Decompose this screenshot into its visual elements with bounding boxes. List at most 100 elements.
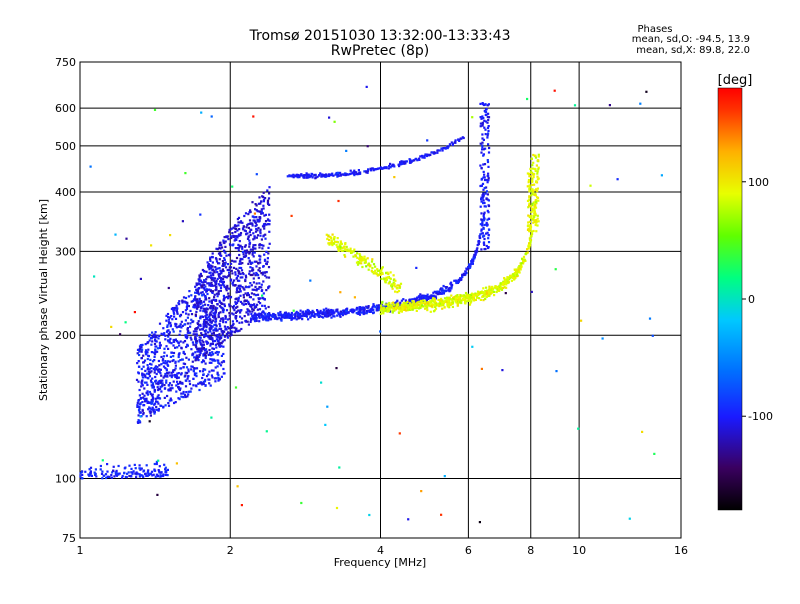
data-point (151, 360, 155, 363)
data-point (480, 167, 483, 170)
data-point (312, 311, 315, 314)
data-point (210, 307, 213, 310)
data-point (255, 319, 258, 322)
data-point (210, 416, 213, 419)
data-point (392, 308, 395, 311)
data-point (305, 310, 308, 314)
data-point (527, 179, 530, 182)
data-point (281, 314, 284, 317)
data-point (209, 258, 212, 261)
data-point (437, 292, 440, 296)
data-point (268, 203, 271, 206)
data-point (199, 315, 202, 318)
data-point (370, 260, 374, 263)
data-point (186, 303, 189, 307)
x-tick-label: 16 (674, 544, 688, 557)
data-point (485, 197, 488, 201)
data-point (152, 351, 156, 354)
data-point (168, 333, 171, 336)
data-point (379, 312, 382, 315)
data-point (389, 271, 392, 274)
data-point (167, 404, 171, 407)
data-point (206, 308, 209, 311)
data-point (101, 459, 104, 462)
data-point (222, 275, 225, 278)
data-point (177, 360, 180, 363)
data-point (208, 335, 211, 338)
data-point (256, 234, 260, 237)
data-point (263, 227, 266, 230)
data-point (163, 332, 166, 335)
data-point (252, 238, 255, 241)
data-point (163, 351, 166, 354)
data-point (201, 333, 204, 337)
data-point (398, 284, 401, 287)
data-point (154, 336, 157, 339)
data-point (214, 377, 217, 380)
data-point (167, 339, 170, 342)
data-point (426, 302, 429, 305)
data-point (312, 314, 315, 317)
data-point (226, 334, 229, 337)
data-point (356, 252, 359, 255)
data-point (165, 354, 168, 357)
data-point (222, 294, 225, 297)
data-point (527, 224, 530, 227)
data-point (191, 365, 194, 368)
data-point (367, 262, 370, 265)
data-point (243, 229, 246, 232)
data-point (389, 166, 392, 169)
data-point (392, 301, 395, 304)
data-point (321, 312, 324, 315)
data-point (232, 284, 235, 287)
data-point (211, 347, 214, 350)
data-point (164, 366, 167, 370)
data-point (267, 223, 270, 226)
data-point (382, 308, 385, 311)
data-point (177, 397, 180, 400)
data-point (480, 151, 483, 154)
data-point (480, 228, 483, 231)
data-point (253, 235, 256, 238)
data-point (232, 313, 235, 316)
data-point (148, 375, 151, 378)
data-point (155, 334, 158, 337)
data-point (194, 384, 197, 387)
data-point (415, 266, 418, 269)
data-point (473, 253, 476, 256)
data-point (148, 368, 151, 371)
data-point (219, 289, 222, 292)
data-point (216, 334, 219, 337)
data-point (211, 307, 215, 310)
data-point (445, 287, 448, 290)
data-point (140, 350, 143, 353)
data-point (189, 325, 192, 328)
data-point (215, 324, 218, 327)
data-point (219, 251, 222, 255)
data-point (198, 353, 201, 357)
data-point (528, 195, 531, 198)
data-point (536, 175, 539, 178)
data-point (181, 299, 184, 302)
data-point (341, 312, 345, 315)
data-point (261, 247, 264, 250)
data-point (536, 224, 539, 227)
data-point (358, 171, 361, 174)
data-point (537, 159, 540, 162)
data-point (487, 179, 490, 182)
data-point (241, 258, 244, 261)
data-point (167, 347, 170, 350)
data-point (233, 224, 236, 227)
data-point (464, 301, 467, 305)
data-point (187, 370, 190, 373)
data-point (139, 397, 142, 400)
data-point (205, 278, 208, 281)
data-point (231, 259, 234, 262)
data-point (140, 356, 143, 360)
data-point (319, 172, 322, 175)
data-point (206, 275, 209, 279)
data-point (326, 312, 329, 315)
data-point (137, 399, 140, 402)
data-point (533, 201, 536, 204)
data-point (214, 320, 218, 323)
